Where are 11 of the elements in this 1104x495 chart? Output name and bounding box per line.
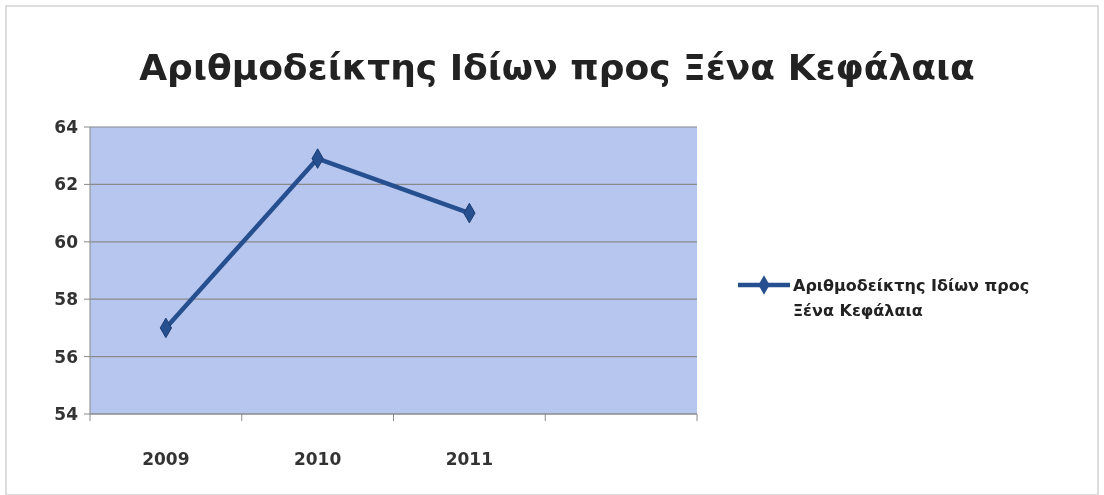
chart-title: Αριθμοδείκτης Ιδίων προς Ξένα Κεφάλαια bbox=[139, 47, 975, 88]
y-tick-label: 62 bbox=[54, 174, 78, 195]
x-tick-label: 2011 bbox=[445, 449, 494, 469]
x-tick-label: 2009 bbox=[142, 449, 190, 469]
y-tick-label: 64 bbox=[54, 116, 79, 137]
y-tick-label: 58 bbox=[54, 289, 78, 310]
x-tick-label: 2010 bbox=[293, 449, 342, 469]
y-tick-label: 56 bbox=[54, 346, 78, 367]
y-tick-label: 60 bbox=[54, 231, 79, 252]
legend-label: Αριθμοδείκτης Ιδίων προς Ξένα Κεφάλαια bbox=[793, 275, 1030, 321]
y-tick-label: 54 bbox=[54, 403, 79, 424]
